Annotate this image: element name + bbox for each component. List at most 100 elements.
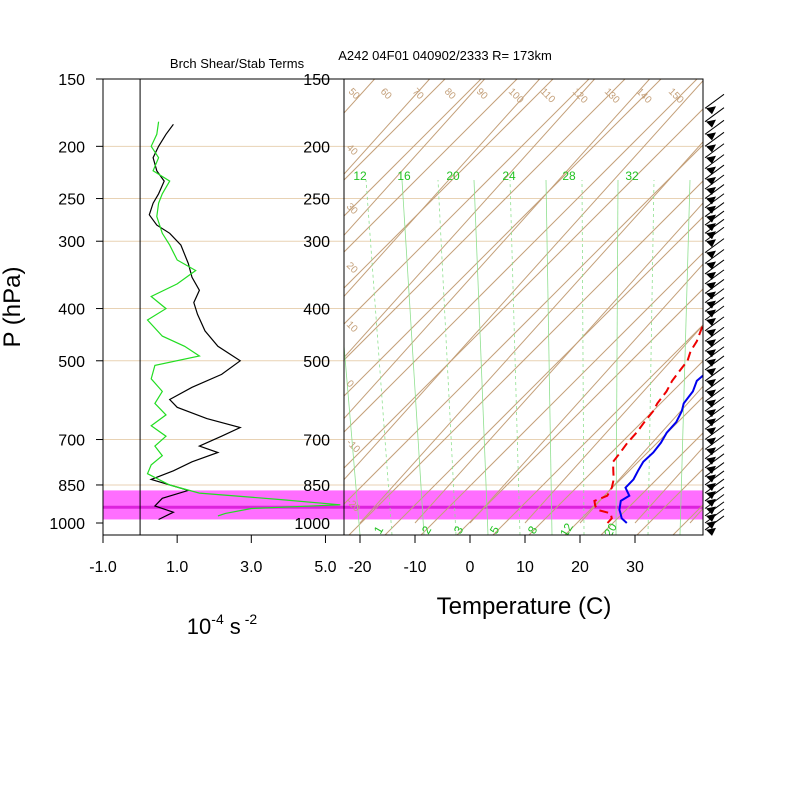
y-tick-label: 200 — [58, 139, 85, 156]
dry-adiabat-line — [704, 70, 800, 540]
y-tick-label: 300 — [58, 234, 85, 251]
mixing-ratio-line — [581, 179, 585, 535]
adiabat-label: 130 — [602, 86, 622, 106]
wind-barb-staff — [704, 107, 725, 123]
dry-adiabat-line — [344, 79, 446, 181]
adiabat-left-label: 0 — [344, 378, 356, 390]
isotherm-line — [0, 79, 210, 523]
wind-barb-staff — [704, 279, 725, 294]
wind-barb-flag — [706, 447, 716, 456]
unit-base: 10 — [187, 614, 211, 639]
dry-adiabat-line — [456, 288, 703, 535]
wind-barb-flag — [706, 300, 716, 309]
wind-barb-staff — [704, 226, 725, 242]
dry-adiabat-line — [420, 252, 703, 535]
wind-barb-staff — [704, 434, 725, 450]
sounding-title: A242 04F01 040902/2333 R= 173km — [338, 48, 552, 63]
skewt-x-tick-label: -10 — [403, 559, 426, 576]
dewpoint-profile-line — [593, 322, 703, 524]
wind-barb-staff — [704, 396, 725, 412]
y-tick-label: 400 — [58, 302, 85, 319]
wind-barb-staff — [704, 486, 725, 502]
mixing-ratio-bottom-label: 3 — [451, 523, 467, 536]
isotherm-line — [344, 80, 703, 481]
wind-barb-flag — [706, 309, 716, 318]
isotherm-line — [524, 324, 703, 524]
wind-barb-staff — [704, 288, 725, 304]
dry-adiabat-line — [344, 79, 698, 433]
wind-barb-flag — [706, 231, 716, 240]
dry-adiabat-line — [528, 360, 703, 535]
dry-adiabat-line — [344, 79, 554, 289]
wind-barb-staff — [704, 269, 725, 285]
dry-adiabat-line — [492, 324, 703, 535]
dry-adiabat-line — [344, 79, 482, 217]
unit-symbol-exponent: -2 — [245, 611, 258, 627]
wind-barb-staff — [704, 501, 725, 517]
wind-barb-staff — [704, 164, 725, 180]
mixing-ratio-bottom-label: 1 — [371, 523, 387, 536]
mixing-ratio-label: 32 — [625, 169, 639, 183]
wind-barb-staff — [704, 355, 725, 371]
mixing-ratio-bottom-label: 8 — [525, 523, 541, 536]
adiabat-label: 110 — [538, 86, 557, 105]
wind-barb-staff — [704, 131, 725, 147]
mixing-ratio-line — [365, 179, 393, 535]
mixing-ratio-label: 16 — [397, 169, 411, 183]
skewt-y-tick-label: 500 — [303, 354, 330, 371]
y-tick-label: 500 — [58, 354, 85, 371]
wind-barb-staff — [704, 377, 725, 392]
mixing-ratio-line — [401, 179, 425, 535]
mixing-ratio-line — [647, 179, 655, 535]
wind-barbs — [704, 93, 725, 536]
mixing-ratio-line — [509, 179, 521, 535]
adiabat-label: 60 — [378, 86, 394, 102]
dry-adiabat-line — [636, 468, 703, 535]
isotherm-line — [0, 79, 320, 523]
wind-barb-flag — [706, 205, 716, 214]
isotherm-line — [745, 79, 800, 523]
skewt-y-tick-label: 1000 — [294, 516, 330, 533]
wind-barb-flag — [706, 506, 716, 515]
wind-barb-staff — [704, 346, 725, 362]
left-pressure-gridlines — [103, 79, 344, 535]
left-axis-ticks: 150 200 250 300 400 500 700 850 1000 -1.0 1.0 3.0 5.… — [49, 72, 336, 576]
skewt-y-tick-label: 300 — [303, 234, 330, 251]
mixing-ratio-label: 24 — [502, 169, 516, 183]
wind-barb-flag — [706, 399, 716, 408]
wind-barb-staff — [704, 154, 725, 170]
isotherm-line — [634, 446, 703, 524]
mixing-ratio-line — [679, 179, 691, 535]
wind-barb-flag — [706, 409, 716, 418]
wind-barb-flag — [706, 281, 716, 290]
wind-barb-staff — [704, 238, 725, 254]
wind-barb-flag — [706, 437, 716, 446]
wind-barb-flag — [706, 291, 716, 300]
wind-barb-staff — [704, 119, 725, 135]
wind-barb-flag — [706, 527, 716, 536]
wind-barb-flag — [706, 186, 716, 195]
isotherm-line — [359, 141, 703, 524]
wind-barb-flag — [706, 166, 716, 175]
adiabat-label: 80 — [442, 86, 458, 102]
wind-barb-staff — [704, 387, 725, 402]
dry-adiabat-line — [344, 79, 626, 361]
wind-barb-flag — [706, 250, 716, 259]
mixing-ratio-label: 12 — [353, 169, 367, 183]
y-tick-label: 850 — [58, 478, 85, 495]
dry-adiabat-line — [564, 396, 703, 535]
x-tick-label: -1.0 — [89, 559, 117, 576]
skewt-x-tick-label: 10 — [516, 559, 534, 576]
wind-barb-flag — [706, 358, 716, 367]
wind-barb-staff — [704, 470, 725, 486]
isotherm-line — [469, 263, 703, 524]
wind-barb-flag — [706, 378, 716, 387]
skewt-x-tick-label: 30 — [626, 559, 644, 576]
temperature-profile-line — [618, 374, 703, 524]
temperature-axis-label: Temperature (C) — [437, 593, 612, 620]
mixing-ratio-bottom-label: 2 — [419, 523, 435, 536]
dry-adiabat-line — [344, 144, 703, 505]
skewt-series-group — [593, 322, 703, 524]
isotherm-line — [344, 79, 485, 236]
mixing-ratio-bottom-label: 20 — [601, 520, 620, 539]
